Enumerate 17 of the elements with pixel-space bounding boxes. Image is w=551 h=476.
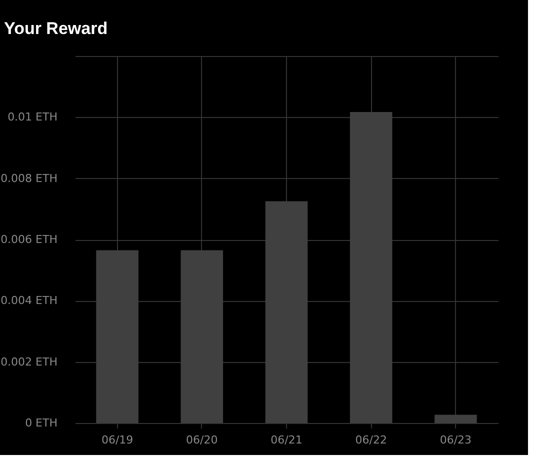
y-tick-label: 0.006 ETH: [0, 233, 58, 246]
bar: [350, 112, 392, 423]
y-tick-label: 0.008 ETH: [0, 172, 58, 185]
x-tick-label: 06/22: [355, 434, 387, 446]
y-tick-label: 0.004 ETH: [0, 294, 58, 308]
x-tick-label: 06/20: [186, 434, 218, 446]
y-tick-label: 0.002 ETH: [0, 355, 58, 368]
x-tick-label: 06/21: [270, 434, 302, 446]
y-tick-label: 0 ETH: [25, 416, 58, 430]
bar: [265, 201, 308, 423]
bar: [180, 250, 224, 423]
bar: [96, 250, 138, 423]
y-tick-label: 0.01 ETH: [8, 110, 58, 124]
x-tick-label: 06/23: [440, 434, 472, 446]
bar: [434, 414, 477, 423]
x-tick-label: 06/19: [101, 434, 134, 446]
chart-title: Your Reward: [4, 19, 108, 38]
